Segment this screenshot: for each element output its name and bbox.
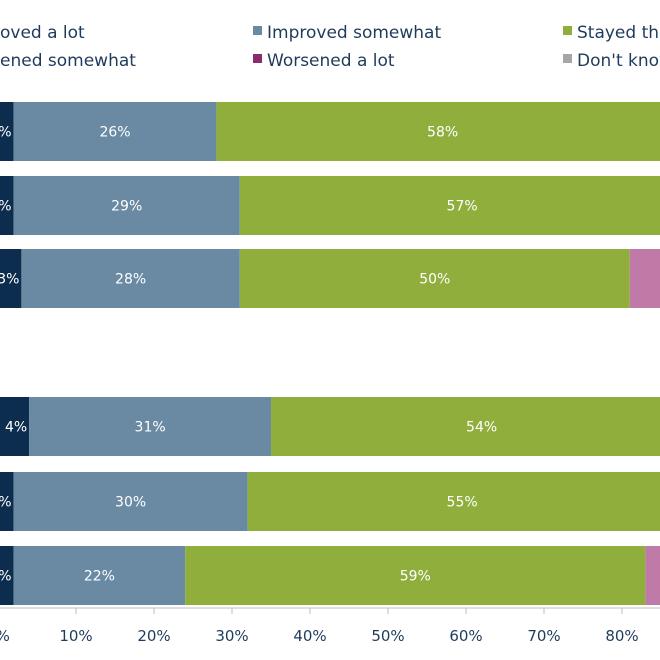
- x-tick-label-6: 60%: [449, 627, 482, 645]
- data-label-r4-s0: 2%: [0, 495, 12, 511]
- legend-label-3: ened somewhat: [0, 51, 136, 71]
- legend-label-5: Don't know: [577, 51, 660, 71]
- data-label-r3-s0: 4%: [5, 420, 27, 436]
- x-tick-label-0: 0%: [0, 627, 10, 645]
- data-label-r3-s2: 54%: [466, 420, 497, 436]
- data-label-r1-s0: 2%: [0, 199, 12, 215]
- bar-segment-r4-s0: [0, 472, 14, 531]
- x-tick-label-3: 30%: [215, 627, 248, 645]
- bar-segment-r5-s1: [13, 546, 186, 605]
- legend-label-1: Improved somewhat: [267, 23, 441, 43]
- bar-segment-r1-s0: [0, 176, 14, 235]
- bar-segment-r3-s1: [29, 397, 272, 456]
- data-label-r1-s1: 29%: [111, 199, 142, 215]
- legend-swatch-2: [563, 26, 572, 35]
- x-tick-label-8: 80%: [605, 627, 638, 645]
- x-tick-label-4: 40%: [293, 627, 326, 645]
- data-label-r4-s1: 30%: [115, 495, 146, 511]
- data-label-r5-s2: 59%: [400, 569, 431, 585]
- bar-segment-r2-s0: [0, 249, 22, 308]
- bar-segment-r0-s2: [216, 102, 660, 161]
- bar-segment-r1-s1: [13, 176, 240, 235]
- data-label-r1-s2: 57%: [447, 199, 478, 215]
- bar-segment-r2-s3: [629, 249, 660, 308]
- legend: oved a lot Improved somewhat Stayed the ene…: [0, 23, 660, 71]
- x-tick-label-2: 20%: [137, 627, 170, 645]
- bar-segment-r5-s2: [185, 546, 646, 605]
- bar-segment-r3-s2: [271, 397, 660, 456]
- x-axis: 0% 10% 20% 30% 40% 50% 60% 70% 80%: [0, 607, 660, 645]
- legend-swatch-5: [563, 54, 572, 63]
- bar-segment-r0-s1: [13, 102, 217, 161]
- data-label-r5-s1: 22%: [84, 569, 115, 585]
- legend-label-2: Stayed the: [577, 23, 660, 43]
- legend-label-4: Worsened a lot: [267, 51, 395, 71]
- x-tick-label-1: 10%: [59, 627, 92, 645]
- data-label-r5-s0: 2%: [0, 569, 12, 585]
- bars: 2% 26% 58% 2% 29% 57% 3% 28% 50% 4% 31% 54% 2% 30% 55%…: [0, 102, 660, 605]
- data-label-r0-s0: 2%: [0, 125, 12, 141]
- bar-segment-r3-s0: [0, 397, 30, 456]
- legend-label-0: oved a lot: [0, 23, 85, 43]
- data-label-r2-s1: 28%: [115, 272, 146, 288]
- data-label-r2-s2: 50%: [419, 272, 450, 288]
- data-label-r0-s2: 58%: [427, 125, 458, 141]
- bar-segment-r4-s1: [13, 472, 248, 531]
- data-label-r0-s1: 26%: [99, 125, 130, 141]
- bar-segment-r5-s3: [645, 546, 660, 605]
- bar-segment-r2-s1: [21, 249, 240, 308]
- x-tick-label-5: 50%: [371, 627, 404, 645]
- legend-swatch-4: [253, 54, 262, 63]
- bar-segment-r0-s0: [0, 102, 14, 161]
- bar-segment-r5-s0: [0, 546, 14, 605]
- data-label-r4-s2: 55%: [447, 495, 478, 511]
- x-tick-label-7: 70%: [527, 627, 560, 645]
- legend-swatch-1: [253, 26, 262, 35]
- data-label-r3-s1: 31%: [135, 420, 166, 436]
- bar-segment-r1-s2: [239, 176, 660, 235]
- bar-segment-r4-s2: [247, 472, 660, 531]
- data-label-r2-s0: 3%: [0, 272, 19, 288]
- bar-segment-r2-s2: [239, 249, 630, 308]
